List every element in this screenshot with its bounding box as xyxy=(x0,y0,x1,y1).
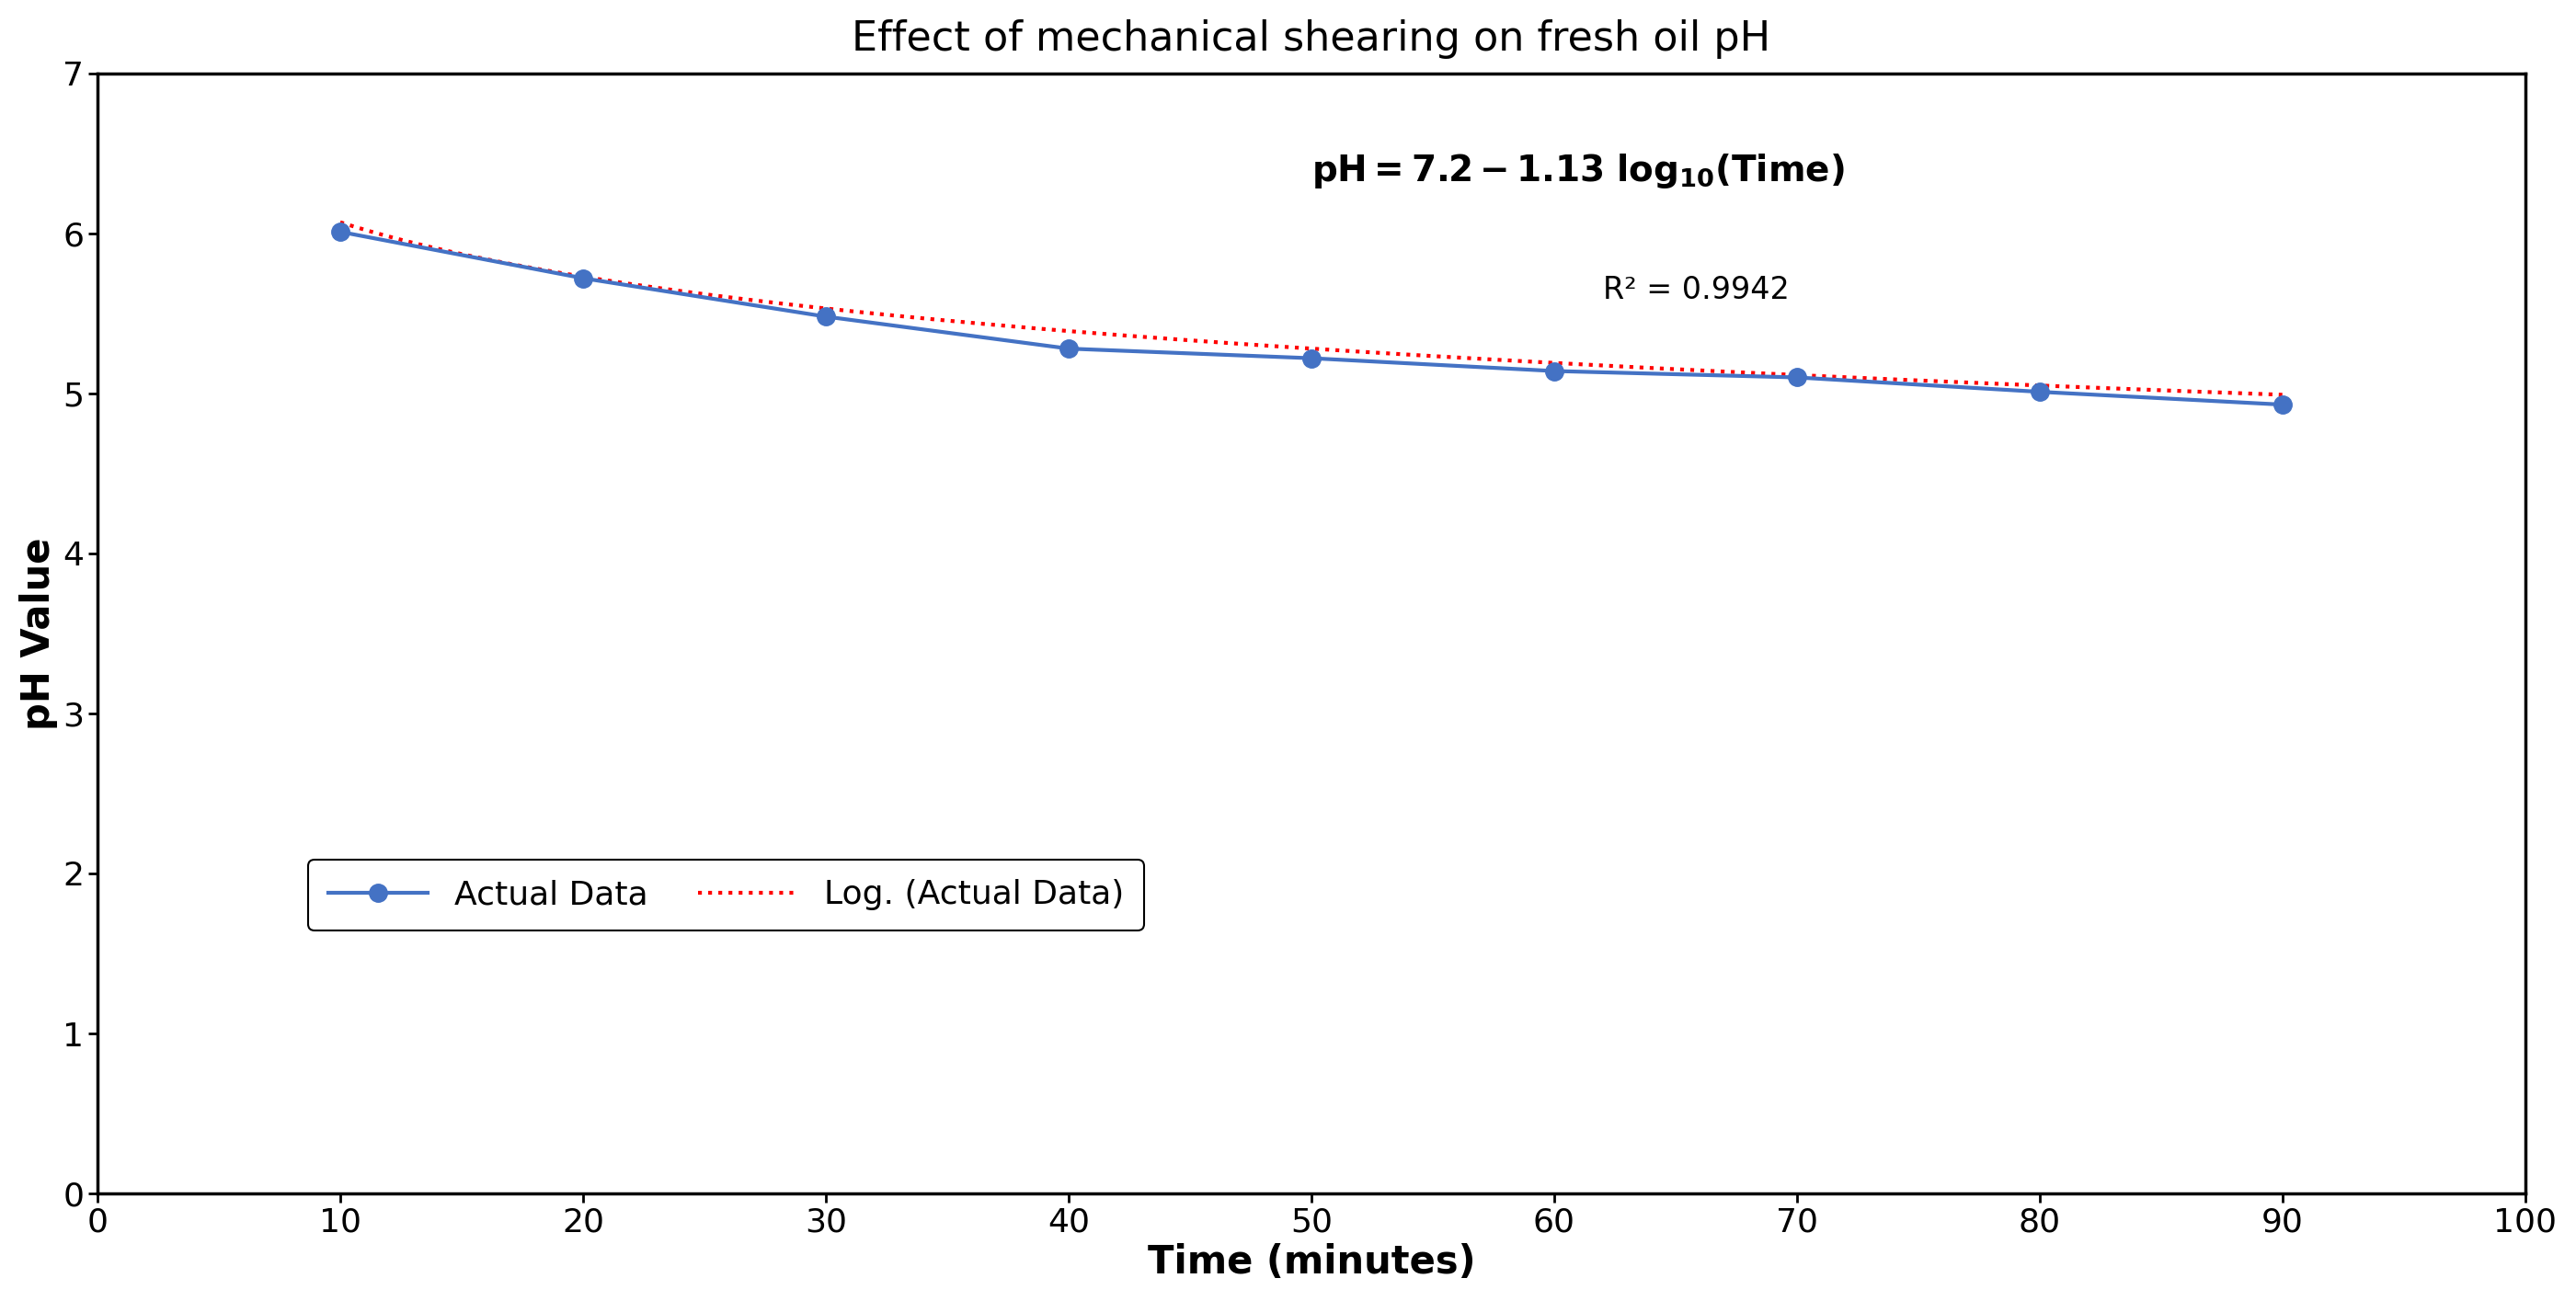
Actual Data xyxy=(811,308,842,324)
Actual Data xyxy=(325,224,355,239)
Actual Data xyxy=(1538,363,1569,379)
Y-axis label: pH Value: pH Value xyxy=(18,537,57,730)
Log. (Actual Data) xyxy=(1917,373,1947,389)
Log. (Actual Data) xyxy=(2267,386,2298,402)
Log. (Actual Data) xyxy=(1481,351,1512,367)
Line: Actual Data: Actual Data xyxy=(332,222,2290,414)
Line: Log. (Actual Data): Log. (Actual Data) xyxy=(340,222,2282,394)
Log. (Actual Data) xyxy=(325,215,355,230)
Log. (Actual Data) xyxy=(1376,346,1406,362)
Legend: Actual Data, Log. (Actual Data): Actual Data, Log. (Actual Data) xyxy=(309,860,1144,930)
Log. (Actual Data) xyxy=(1247,337,1278,353)
Actual Data xyxy=(2267,397,2298,412)
Actual Data xyxy=(567,271,598,286)
Actual Data xyxy=(1054,341,1084,356)
X-axis label: Time (minutes): Time (minutes) xyxy=(1146,1244,1476,1281)
Actual Data xyxy=(1783,369,1814,385)
Actual Data xyxy=(1296,350,1327,366)
Text: R² = 0.9942: R² = 0.9942 xyxy=(1602,275,1790,306)
Title: Effect of mechanical shearing on fresh oil pH: Effect of mechanical shearing on fresh o… xyxy=(853,20,1770,59)
Actual Data xyxy=(2025,384,2056,399)
Log. (Actual Data) xyxy=(2221,385,2251,401)
Log. (Actual Data) xyxy=(1260,338,1291,354)
Text: $\mathbf{pH = 7.2 - 1.13\ log_{10}(Time)}$: $\mathbf{pH = 7.2 - 1.13\ log_{10}(Time)… xyxy=(1311,152,1844,190)
